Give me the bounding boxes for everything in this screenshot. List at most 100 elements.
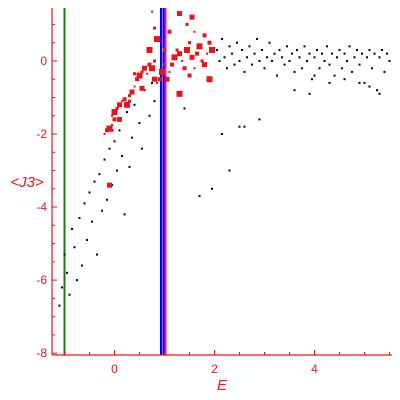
red-point [135, 77, 139, 82]
red-point [159, 68, 165, 75]
red-point [121, 100, 123, 103]
red-point [170, 62, 174, 67]
red-point [202, 33, 207, 38]
black-point [101, 209, 103, 212]
black-point [238, 125, 241, 128]
black-point [286, 45, 288, 48]
black-point [121, 154, 123, 157]
black-point [293, 89, 296, 92]
red-point [181, 59, 183, 62]
black-point [266, 56, 268, 59]
black-point [76, 279, 78, 282]
red-point [122, 97, 127, 102]
black-point [281, 56, 283, 59]
red-point [196, 43, 203, 50]
black-point [373, 52, 376, 55]
black-point [338, 49, 341, 52]
black-point [361, 52, 363, 55]
black-point [336, 56, 338, 59]
red-point [207, 40, 212, 45]
black-point [86, 238, 88, 241]
black-point [321, 52, 323, 55]
red-point [111, 123, 113, 126]
red-point [112, 117, 117, 122]
red-point [184, 47, 190, 54]
black-point [66, 271, 68, 274]
red-point [177, 51, 182, 57]
black-point [233, 63, 236, 66]
black-point [371, 67, 373, 70]
black-point [241, 49, 243, 52]
black-point [306, 59, 308, 62]
black-point [328, 81, 331, 84]
red-point [151, 10, 153, 13]
red-point [111, 114, 113, 117]
black-point [378, 56, 381, 59]
black-point [343, 52, 346, 55]
black-point [278, 49, 281, 52]
black-point [256, 38, 258, 41]
red-point [164, 76, 170, 82]
black-point [261, 49, 263, 52]
black-point [61, 286, 63, 289]
red-point [147, 62, 152, 67]
black-point [358, 81, 361, 84]
black-point [331, 52, 333, 55]
red-point [188, 41, 191, 45]
red-point [162, 48, 167, 53]
black-point [258, 59, 261, 62]
red-point [111, 109, 118, 116]
red-point [153, 26, 156, 30]
x-axis-title: E [217, 377, 228, 394]
y-tick-label: -6 [36, 273, 47, 287]
red-point [128, 99, 131, 103]
black-point [353, 56, 356, 59]
black-point [148, 114, 151, 117]
red-point [133, 72, 136, 76]
red-point [182, 66, 187, 71]
black-point [276, 74, 278, 77]
black-point [326, 45, 328, 48]
black-point [218, 59, 221, 62]
black-point [343, 78, 346, 81]
red-point [133, 85, 136, 88]
black-point [376, 89, 378, 92]
black-point [78, 217, 81, 220]
black-point [81, 264, 83, 267]
black-point [226, 67, 228, 70]
black-point [238, 59, 241, 62]
red-point-series [103, 10, 215, 188]
black-point [106, 198, 108, 201]
black-point [128, 165, 131, 168]
black-point [301, 67, 303, 70]
black-point [68, 293, 71, 296]
black-point [91, 220, 93, 223]
red-point [152, 76, 157, 82]
red-point [200, 59, 204, 63]
red-point [171, 54, 178, 61]
black-point [211, 187, 213, 190]
black-point [311, 78, 313, 81]
red-point [176, 90, 183, 97]
black-point [313, 56, 316, 59]
black-point [303, 45, 306, 48]
black-point [183, 107, 186, 110]
black-point [228, 45, 231, 48]
black-point [58, 304, 61, 307]
red-point [209, 47, 215, 54]
black-point [386, 52, 388, 55]
black-point [293, 70, 296, 73]
black-point [141, 147, 143, 150]
red-point [187, 73, 192, 78]
red-point [117, 102, 122, 108]
black-point [308, 52, 311, 55]
black-point [273, 52, 276, 55]
red-point [115, 106, 119, 110]
black-point [268, 41, 271, 44]
black-point [88, 191, 91, 194]
black-point [253, 52, 256, 55]
red-point [158, 39, 161, 42]
red-point [106, 125, 113, 132]
black-point [73, 246, 76, 249]
black-point [131, 136, 133, 139]
